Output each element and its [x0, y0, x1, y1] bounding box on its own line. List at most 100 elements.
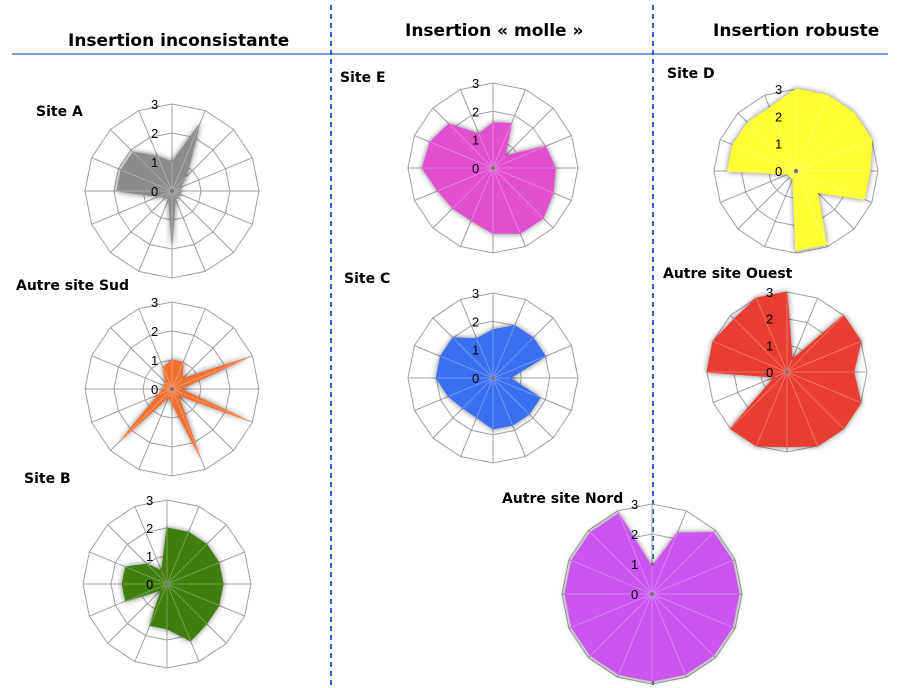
data-spoke: [492, 325, 516, 379]
radar-site-e: 0 1 2 3 Site E: [340, 70, 579, 254]
data-spoke: [795, 95, 828, 172]
data-spoke: [492, 167, 544, 219]
radar-charts: 0 1 2 3 Site A 0 1 2 3 Autre site Sud 0 1 2 3 Site B 0 1…: [16, 66, 879, 685]
data-spoke: [795, 170, 865, 200]
data-spoke: [492, 167, 521, 234]
data-spoke: [120, 388, 173, 441]
tick-label: 0: [766, 365, 773, 380]
radar-site-d: 0 1 2 3 Site D: [667, 66, 879, 254]
tick-label: 0: [472, 161, 479, 176]
tick-label: 2: [151, 126, 158, 141]
radar-site-b: 0 1 2 3 Site B: [24, 471, 252, 669]
data-area: [727, 88, 873, 251]
data-spoke: [492, 145, 546, 169]
data-spoke: [786, 371, 844, 429]
tick-label: 2: [631, 527, 638, 542]
column-title-inconsistante: Insertion inconsistante: [68, 31, 289, 51]
data-spoke: [158, 190, 173, 197]
data-spoke: [571, 593, 653, 628]
column-title-robuste: Insertion robuste: [713, 21, 879, 41]
data-spoke: [166, 562, 219, 585]
grid-spoke: [171, 190, 206, 272]
radar-autre-site-ouest: 0 1 2 3 Autre site Ouest: [663, 266, 868, 453]
data-spoke: [171, 378, 183, 390]
data-spoke: [162, 367, 173, 390]
data-spoke: [492, 123, 512, 169]
center-dot: [169, 188, 175, 194]
data-spoke: [571, 560, 653, 595]
site-label: Site E: [340, 70, 386, 86]
data-spoke: [756, 297, 788, 373]
tick-label: 0: [472, 371, 479, 386]
data-spoke: [795, 170, 827, 245]
tick-label: 3: [146, 493, 153, 508]
center-dot: [784, 369, 790, 375]
data-spoke: [171, 123, 201, 192]
radar-autre-site-nord: 0 1 2 3 Autre site Nord: [502, 491, 743, 685]
data-spoke: [166, 583, 219, 606]
center-dot: [490, 375, 496, 381]
data-spoke: [478, 133, 494, 169]
data-spoke: [774, 371, 788, 378]
data-area: [421, 122, 556, 234]
center-dot: [649, 591, 655, 597]
tick-label: 3: [775, 82, 782, 97]
data-spoke: [171, 176, 187, 192]
data-spoke: [590, 593, 653, 656]
data-spoke: [492, 377, 530, 415]
tick-label: 1: [146, 549, 153, 564]
data-spoke: [492, 377, 513, 426]
tick-label: 3: [151, 97, 158, 112]
center-dot: [490, 165, 496, 171]
data-spoke: [476, 377, 494, 418]
data-spoke: [452, 167, 494, 209]
data-spoke: [651, 593, 733, 628]
data-spoke: [166, 583, 191, 642]
tick-label: 1: [151, 155, 158, 170]
data-spoke: [733, 318, 788, 373]
data-spoke: [166, 544, 207, 585]
data-spoke: [651, 532, 714, 595]
tick-label: 2: [151, 324, 158, 339]
data-spoke: [712, 341, 788, 373]
data-spoke: [651, 532, 678, 595]
grid-spoke: [138, 190, 173, 272]
site-label: Site D: [667, 66, 715, 82]
data-spoke: [171, 357, 248, 390]
data-spoke: [452, 337, 494, 379]
tick-label: 2: [146, 521, 153, 536]
data-spoke: [756, 371, 788, 447]
site-label: Site C: [344, 271, 390, 287]
data-spoke: [786, 359, 793, 373]
grid-spoke: [720, 170, 797, 203]
site-label: Site A: [36, 104, 83, 120]
tick-label: 3: [631, 497, 638, 512]
tick-label: 3: [472, 76, 479, 91]
data-spoke: [492, 167, 554, 194]
data-spoke: [462, 377, 494, 409]
data-spoke: [470, 167, 494, 221]
data-spoke: [730, 371, 788, 429]
data-spoke: [618, 513, 653, 595]
center-dot: [793, 168, 799, 174]
data-spoke: [448, 123, 494, 169]
grid-spoke: [110, 327, 173, 390]
data-spoke: [651, 593, 714, 656]
data-spoke: [171, 388, 248, 421]
data-area: [120, 357, 248, 457]
data-spoke: [158, 388, 173, 395]
data-spoke: [166, 532, 189, 585]
grid-spoke: [171, 388, 234, 451]
grid-spoke: [138, 388, 173, 470]
grid-spoke: [107, 583, 168, 644]
center-dot: [164, 581, 170, 587]
data-spoke: [440, 355, 494, 379]
grid-spoke: [171, 190, 234, 253]
data-spoke: [732, 144, 797, 172]
tick-label: 1: [472, 133, 479, 148]
tick-label: 0: [631, 587, 638, 602]
data-spoke: [769, 107, 797, 172]
data-spoke: [651, 593, 686, 675]
tick-label: 1: [775, 137, 782, 152]
